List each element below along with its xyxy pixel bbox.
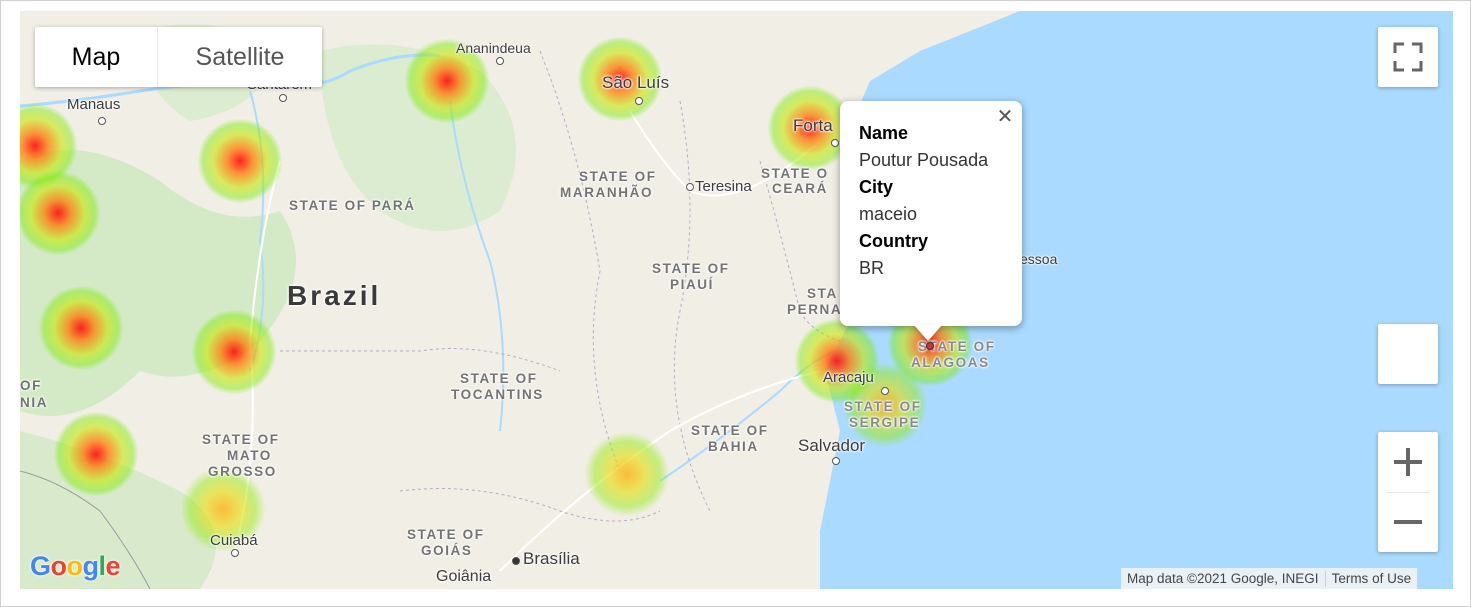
map-data-text[interactable]: Map data ©2021 Google, INEGI <box>1127 571 1319 586</box>
heatmap-point <box>181 467 265 551</box>
state-border <box>20 470 151 589</box>
city-marker <box>496 57 504 65</box>
city-label-teresina: Teresina <box>695 178 752 195</box>
map-type-control: Map Satellite <box>35 27 322 87</box>
info-window-tail <box>914 325 942 341</box>
state-label-mato-grosso-3: GROSSO <box>208 464 277 479</box>
state-border <box>759 160 841 342</box>
state-label-pernambuco-1: STA <box>807 286 838 301</box>
state-label-maranhao-1: STATE OF <box>579 169 657 184</box>
close-icon[interactable]: ✕ <box>996 105 1014 128</box>
heatmap-point <box>20 171 100 255</box>
state-border <box>673 100 711 512</box>
state-label-left-2: NIA <box>20 395 49 410</box>
heatmap-point <box>843 363 927 447</box>
city-marker <box>881 387 889 395</box>
city-marker <box>231 549 239 557</box>
heatmap-point <box>578 37 662 121</box>
fullscreen-icon <box>1393 42 1423 72</box>
fullscreen-button[interactable] <box>1378 27 1438 87</box>
zoom-in-button[interactable] <box>1378 432 1438 492</box>
city-label-goiania: Goiânia <box>436 568 492 585</box>
state-label-goias-1: STATE OF <box>407 527 485 542</box>
city-label-fortaleza: Forta <box>793 116 833 135</box>
state-label-bahia-2: BAHIA <box>708 439 759 454</box>
google-logo[interactable]: Google <box>30 551 121 581</box>
state-label-ceara-2: CEARÁ <box>772 181 829 196</box>
heatmap-point <box>192 310 276 394</box>
state-label-para: STATE OF PARÁ <box>289 198 416 213</box>
state-label-bahia-1: STATE OF <box>691 423 769 438</box>
road <box>499 370 821 572</box>
pegman-button[interactable] <box>1378 324 1438 384</box>
state-label-piaui-1: STATE OF <box>652 261 730 276</box>
minus-icon <box>1394 520 1422 524</box>
map-type-map-button[interactable]: Map <box>35 27 158 87</box>
heatmap-point <box>198 119 282 203</box>
state-label-mato-grosso-1: STATE OF <box>202 432 280 447</box>
heatmap-point <box>405 39 489 123</box>
city-label-salvador: Salvador <box>798 436 866 455</box>
city-label-sao-luis: São Luís <box>602 73 670 92</box>
state-border <box>399 488 661 522</box>
state-border <box>280 348 561 372</box>
plus-icon <box>1394 448 1422 476</box>
info-country-label: Country <box>859 231 928 251</box>
state-label-sergipe-2: SERGIPE <box>849 415 921 430</box>
map-canvas[interactable]: Manaus Santarém Ananindeua São Luís Fort… <box>20 11 1453 589</box>
city-label-joao-pessoa: essoa <box>1020 251 1058 267</box>
city-label-aracaju: Aracaju <box>823 369 874 386</box>
city-marker <box>686 183 694 191</box>
terms-of-use-link[interactable]: Terms of Use <box>1331 571 1412 586</box>
city-marker <box>831 139 839 147</box>
city-marker <box>98 117 106 125</box>
state-label-piaui-2: PIAUÍ <box>670 277 715 292</box>
city-label-brasilia: Brasília <box>523 549 580 568</box>
state-border <box>539 50 621 472</box>
state-label-tocantins-2: TOCANTINS <box>451 387 544 402</box>
heatmap-point <box>39 286 123 370</box>
state-label-alagoas-2: ALAGOAS <box>911 355 990 370</box>
zoom-control <box>1378 432 1438 552</box>
zoom-out-button[interactable] <box>1378 492 1438 552</box>
state-label-pernambuco-2: PERNA <box>787 302 843 317</box>
selected-marker[interactable] <box>926 342 934 350</box>
map-attribution: Map data ©2021 Google, INEGI Terms of Us… <box>1121 568 1418 589</box>
state-label-goias-2: GOIÁS <box>421 543 473 558</box>
state-label-alagoas-1: STATE OF <box>918 339 996 354</box>
state-label-sergipe-1: STATE OF <box>844 399 922 414</box>
info-city-value: maceio <box>859 204 918 224</box>
zoom-divider <box>1386 492 1430 493</box>
state-label-maranhao-2: MARANHÃO <box>560 185 654 200</box>
info-window: ✕ Name Poutur Pousada City maceio Countr… <box>840 101 1022 326</box>
state-label-tocantins-1: STATE OF <box>460 371 538 386</box>
river <box>449 100 505 432</box>
heatmap-point <box>768 86 852 170</box>
road <box>629 110 821 197</box>
city-marker <box>512 557 520 565</box>
city-label-ananindeua: Ananindeua <box>456 40 531 56</box>
city-label-cuiaba: Cuiabá <box>210 532 258 549</box>
heatmap-point <box>54 412 138 496</box>
city-marker <box>279 94 287 102</box>
info-window-content: Name Poutur Pousada City maceio Country … <box>859 120 988 282</box>
info-country-value: BR <box>859 258 885 278</box>
country-label-brazil: Brazil <box>287 280 382 311</box>
heatmap-point <box>585 432 669 516</box>
city-label-manaus: Manaus <box>67 96 121 113</box>
state-label-ceara-1: STATE O <box>761 166 829 181</box>
info-city-label: City <box>859 177 894 197</box>
info-name-value: Poutur Pousada <box>859 150 989 170</box>
state-label-mato-grosso-2: MATO <box>227 448 272 463</box>
state-label-left-1: OF <box>20 378 42 393</box>
map-type-satellite-button[interactable]: Satellite <box>195 42 285 71</box>
city-marker <box>635 97 643 105</box>
city-marker <box>832 457 840 465</box>
attribution-divider <box>1324 570 1326 587</box>
info-name-label: Name <box>859 123 909 143</box>
